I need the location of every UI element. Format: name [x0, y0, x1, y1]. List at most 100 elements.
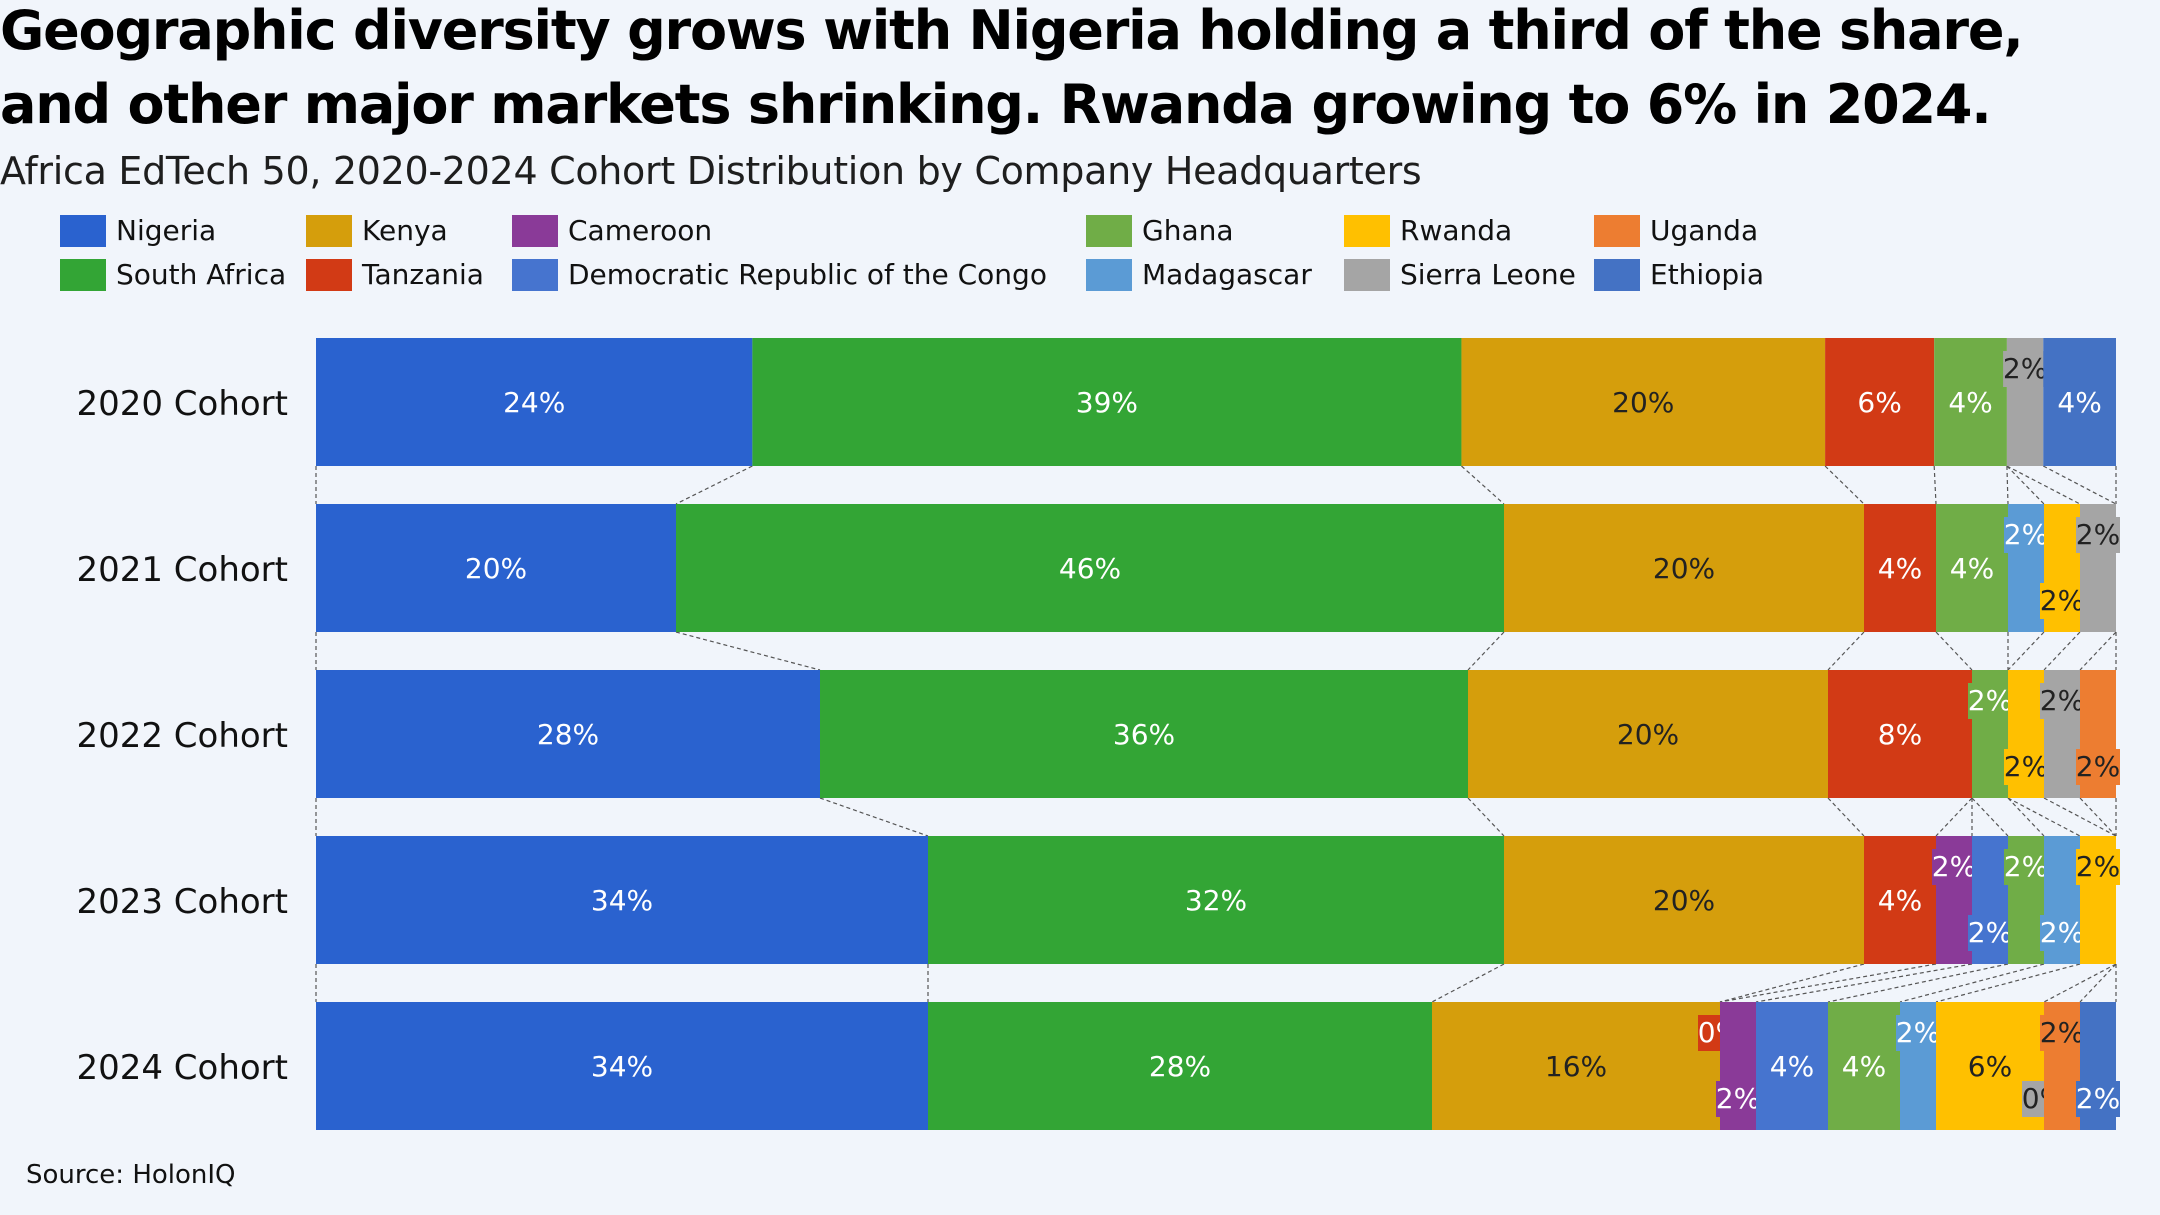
data-label-bg: [2076, 849, 2120, 885]
data-label: 2%: [1716, 1082, 1760, 1115]
stacked-bar-chart: 2020 Cohort 24% 39% 20% 6% 4%2%4%2021 Cohort 2…: [76, 338, 2120, 1130]
data-label: 2%: [2076, 1082, 2120, 1115]
data-label-bg: [1968, 915, 2012, 951]
bar-segment-kenya: [1468, 670, 1828, 798]
connector-line: [2079, 631, 2117, 671]
data-label: 4%: [1950, 552, 1994, 585]
legend-swatch: [1086, 258, 1132, 291]
connector-line: [2043, 631, 2081, 671]
bar-segment-kenya: [1504, 504, 1864, 632]
legend-item-ghana: Ghana: [1086, 214, 1234, 247]
data-label: 20%: [1653, 552, 1715, 585]
legend-item-rwanda: Rwanda: [1344, 214, 1512, 247]
data-label: 20%: [1612, 386, 1674, 419]
legend-swatch: [1344, 258, 1390, 291]
data-label: 2%: [2040, 1016, 2084, 1049]
legend-label: Kenya: [362, 214, 448, 247]
bar-row: 2022 Cohort 28% 36% 20% 8% 2% 2% 2% 2%: [76, 670, 2120, 798]
bar-row: 2020 Cohort 24% 39% 20% 6% 4% 2% 4%: [76, 338, 2116, 466]
data-label: 2%: [2003, 352, 2047, 385]
connector-lines: [315, 465, 2117, 1003]
data-label: 2%: [2040, 584, 2084, 617]
chart-title-line-2: and other major markets shrinking. Rwand…: [0, 73, 1992, 136]
legend-swatch: [60, 214, 106, 247]
legend-swatch: [1086, 214, 1132, 247]
bar-segment-south-africa: [928, 836, 1504, 964]
connector-line: [2007, 797, 2045, 837]
connector-line: [2042, 465, 2117, 505]
bar-row: 2021 Cohort 20% 46% 20% 4% 4% 2% 2% 2%: [76, 504, 2120, 632]
category-label: 2020 Cohort: [76, 384, 288, 424]
connector-line: [1467, 797, 1505, 837]
data-label: 28%: [537, 718, 599, 751]
connector-line: [2006, 465, 2009, 505]
connector-line: [1719, 963, 1937, 1003]
data-label: 2%: [2004, 518, 2048, 551]
connector-line: [2079, 963, 2117, 1003]
data-label: 4%: [2057, 386, 2101, 419]
legend-label: Tanzania: [362, 258, 484, 291]
data-label: 2%: [1896, 1016, 1940, 1049]
legend-label: Rwanda: [1400, 214, 1513, 247]
data-label: 20%: [1617, 718, 1679, 751]
bar-segment-democratic-republic-of-the-congo: [1756, 1002, 1828, 1130]
legend-item-uganda: Uganda: [1594, 214, 1758, 247]
legend-item-cameroon: Cameroon: [512, 214, 712, 247]
connector-line: [1827, 797, 1865, 837]
chart-title-line-1: Geographic diversity grows with Nigeria …: [0, 0, 2024, 62]
legend-swatch: [306, 214, 352, 247]
data-label-bg: [2003, 351, 2048, 387]
connector-line: [2043, 797, 2117, 837]
data-label: 2%: [2040, 916, 2084, 949]
chart-title: Geographic diversity grows with Nigeria …: [0, 0, 2150, 142]
connector-line: [1971, 797, 2009, 837]
legend-label: Democratic Republic of the Congo: [568, 258, 1047, 291]
bar-segment-south-africa: [752, 338, 1462, 466]
bar-segment-south-africa: [820, 670, 1468, 798]
connector-line: [2007, 631, 2045, 671]
connector-line: [2007, 797, 2081, 837]
bar-segment-ghana: [1828, 1002, 1900, 1130]
legend-swatch: [306, 258, 352, 291]
connector-line: [1935, 631, 1973, 671]
data-label: 20%: [465, 552, 527, 585]
chart-subtitle: Africa EdTech 50, 2020-2024 Cohort Distr…: [0, 149, 1422, 193]
bar-segment-tanzania: [1864, 504, 1936, 632]
bar-segment-tanzania: [1828, 670, 1972, 798]
bar-segment-nigeria: [316, 836, 928, 964]
connector-line: [1935, 963, 2081, 1003]
legend-item-tanzania: Tanzania: [306, 258, 484, 291]
legend-label: Madagascar: [1142, 258, 1312, 291]
data-label: 28%: [1149, 1050, 1211, 1083]
data-label-bg: [2040, 683, 2084, 719]
data-label: 34%: [591, 1050, 653, 1083]
data-label: 4%: [1878, 884, 1922, 917]
connector-line: [1827, 963, 2009, 1003]
data-label-bg: [1896, 1015, 1940, 1051]
bar-segment-kenya: [1504, 836, 1864, 964]
bar-segment-tanzania: [1864, 836, 1936, 964]
legend-label: Uganda: [1650, 214, 1759, 247]
connector-line: [2043, 963, 2117, 1003]
connector-line: [1933, 465, 1937, 505]
legend-item-ethiopia: Ethiopia: [1594, 258, 1764, 291]
category-label: 2023 Cohort: [76, 882, 288, 922]
connector-line: [675, 631, 821, 671]
category-label: 2022 Cohort: [76, 716, 288, 756]
category-label: 2021 Cohort: [76, 550, 288, 590]
data-label-bg: [1932, 849, 1976, 885]
connector-line: [1467, 631, 1505, 671]
connector-line: [2006, 465, 2045, 505]
legend-label: Nigeria: [116, 214, 217, 247]
bar-segment-south-africa: [928, 1002, 1432, 1130]
data-label: 24%: [503, 386, 565, 419]
bar-segment-nigeria: [316, 670, 820, 798]
data-label-bg: [1716, 1081, 1760, 1117]
bar-segment-kenya: [1432, 1002, 1720, 1130]
connector-line: [1827, 631, 1865, 671]
data-label: 4%: [1948, 386, 1992, 419]
legend-swatch: [60, 258, 106, 291]
data-label: 2%: [2004, 850, 2048, 883]
bar-segment-kenya: [1461, 338, 1826, 466]
data-label: 20%: [1653, 884, 1715, 917]
